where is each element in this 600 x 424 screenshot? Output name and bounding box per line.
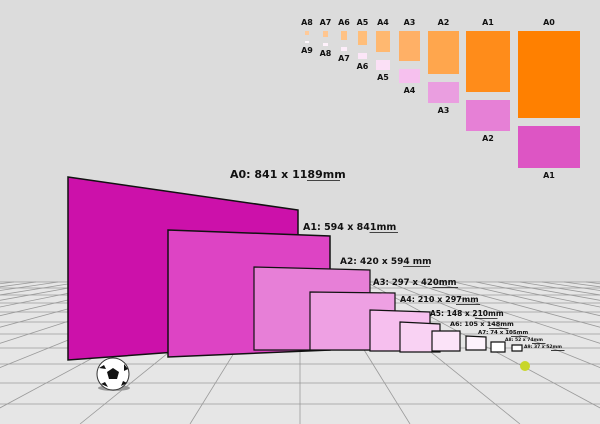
legend-top-rect <box>466 31 510 92</box>
ball-patch <box>107 368 119 379</box>
legend-top-rect <box>428 31 459 74</box>
legend-bottom-rect <box>305 41 309 43</box>
legend-top-rect <box>376 31 390 52</box>
grid-line <box>365 281 600 409</box>
legend-top-label: A6 <box>338 18 350 27</box>
legend-bottom-rect <box>376 60 390 70</box>
sheet-label: A0: 841 x 1189mm <box>230 168 346 181</box>
legend-top-rect <box>341 31 347 40</box>
legend-top-label: A4 <box>377 18 389 27</box>
legend-top-rect <box>305 31 309 35</box>
legend-bottom-rect <box>399 69 420 83</box>
legend-top-label: A8 <box>301 18 313 27</box>
sheet-label: A8: 52 x 74mm <box>505 337 543 343</box>
grid-line <box>409 281 600 344</box>
sheet-label: A7: 74 x 105mm <box>478 330 528 336</box>
legend-top-label: A0 <box>543 18 555 27</box>
grid-line <box>0 281 147 317</box>
sheet-a6 <box>431 330 461 352</box>
grid-line <box>475 281 600 308</box>
legend-bottom-label: A6 <box>357 62 369 71</box>
sheet-label: A5: 148 x 210mm <box>430 309 504 318</box>
grid-line <box>0 281 125 308</box>
grid-line <box>453 281 600 317</box>
legend-bottom-label: A5 <box>377 73 389 82</box>
legend-top-label: A1 <box>482 18 494 27</box>
tennis-ball-icon <box>520 361 530 371</box>
sheet-label: A3: 297 x 420mm <box>373 278 457 288</box>
legend-bottom-rect <box>428 82 459 103</box>
football-icon <box>96 357 130 391</box>
legend-bottom-label: A7 <box>338 54 350 63</box>
size-legend: A0 A1 A1 A2 A2 A3 A3 A4 A4 A5 A5 A6 A6 A7 A7 A8 A8 A9 <box>301 18 580 180</box>
legend-bottom-label: A2 <box>482 134 494 143</box>
legend-top-label: A5 <box>357 18 369 27</box>
legend-top-label: A3 <box>404 18 416 27</box>
legend-top-rect <box>323 31 328 37</box>
legend-top-rect <box>358 31 367 45</box>
tennis-ball <box>520 361 530 371</box>
grid-line <box>387 281 600 368</box>
legend-bottom-rect <box>341 47 347 51</box>
paper-sheets: A0: 841 x 1189mm A1: 594 x 841mm A2: 420 x… <box>67 168 565 361</box>
legend-bottom-label: A4 <box>404 86 416 95</box>
legend-top-label: A2 <box>438 18 450 27</box>
legend-top-label: A7 <box>320 18 332 27</box>
legend-top-rect <box>518 31 580 118</box>
legend-bottom-label: A1 <box>543 171 555 180</box>
legend-top-rect <box>399 31 420 61</box>
sheet-a8 <box>490 341 506 353</box>
sheet-a7 <box>465 335 487 351</box>
legend-bottom-rect <box>323 43 328 46</box>
legend-bottom-label: A3 <box>438 106 450 115</box>
legend-bottom-rect <box>358 53 367 59</box>
sheet-label: A2: 420 x 594 mm <box>340 257 432 267</box>
ball-patch <box>99 364 128 387</box>
grid-line <box>431 281 600 328</box>
legend-bottom-rect <box>466 100 510 131</box>
legend-bottom-label: A8 <box>320 49 332 58</box>
sheet-label: A4: 210 x 297mm <box>400 295 479 304</box>
legend-bottom-label: A9 <box>301 46 313 55</box>
legend-bottom-rect <box>518 126 580 168</box>
sheet-label: A9: 37 x 52mm <box>524 344 562 350</box>
sheet-label: A1: 594 x 841mm <box>303 222 396 233</box>
sheet-a5 <box>399 321 441 353</box>
sheet-label: A6: 105 x 148mm <box>450 320 514 328</box>
sheet-a9 <box>511 344 523 352</box>
